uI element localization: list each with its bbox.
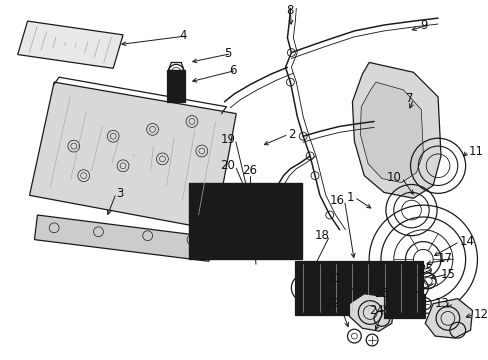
- Text: 21: 21: [327, 273, 342, 285]
- Polygon shape: [34, 215, 216, 261]
- Text: 15: 15: [440, 267, 454, 280]
- Text: 3: 3: [116, 187, 123, 200]
- Text: 22: 22: [324, 297, 339, 310]
- Text: 25: 25: [417, 263, 432, 276]
- Bar: [299, 265, 419, 311]
- Circle shape: [209, 229, 227, 247]
- Polygon shape: [349, 294, 393, 331]
- Bar: [295, 261, 423, 315]
- Text: 13: 13: [434, 297, 449, 310]
- Text: 23: 23: [373, 287, 388, 300]
- Circle shape: [246, 195, 260, 209]
- Text: 1: 1: [346, 191, 354, 204]
- Text: 11: 11: [468, 144, 483, 158]
- Text: 18: 18: [314, 229, 329, 242]
- Polygon shape: [352, 62, 440, 198]
- Text: 4: 4: [179, 30, 186, 42]
- Polygon shape: [18, 21, 123, 68]
- Text: 14: 14: [459, 235, 474, 248]
- Text: 24: 24: [368, 304, 383, 317]
- Text: 7: 7: [405, 93, 413, 105]
- Circle shape: [204, 195, 224, 215]
- Text: 2: 2: [288, 128, 295, 141]
- Text: 5: 5: [224, 47, 231, 60]
- Polygon shape: [29, 82, 236, 230]
- Text: 10: 10: [386, 171, 401, 184]
- Text: 17: 17: [437, 252, 452, 265]
- Text: 20: 20: [220, 159, 235, 172]
- Text: 26: 26: [242, 164, 257, 177]
- Polygon shape: [360, 82, 423, 183]
- Text: 6: 6: [228, 64, 236, 77]
- Text: 12: 12: [472, 308, 488, 321]
- Text: 9: 9: [420, 18, 427, 32]
- Bar: [383, 294, 425, 318]
- Text: 19: 19: [220, 133, 235, 146]
- Bar: [167, 70, 184, 102]
- Bar: [189, 183, 302, 259]
- Text: 8: 8: [286, 4, 293, 17]
- Text: 16: 16: [329, 194, 344, 207]
- Polygon shape: [425, 299, 471, 338]
